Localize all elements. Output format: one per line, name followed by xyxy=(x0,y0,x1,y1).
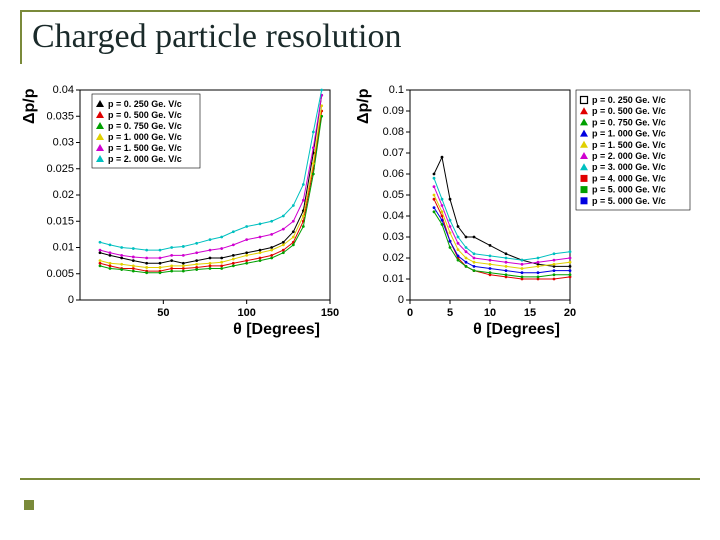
svg-text:0.035: 0.035 xyxy=(46,110,74,122)
svg-text:0.005: 0.005 xyxy=(46,268,74,280)
svg-text:0.08: 0.08 xyxy=(383,126,404,138)
svg-text:15: 15 xyxy=(524,307,536,319)
svg-text:0.01: 0.01 xyxy=(383,273,404,285)
svg-text:0.06: 0.06 xyxy=(383,168,404,180)
svg-text:0.05: 0.05 xyxy=(383,189,404,201)
svg-text:p = 0. 250 Ge. V/c: p = 0. 250 Ge. V/c xyxy=(592,95,666,105)
svg-text:50: 50 xyxy=(157,307,169,319)
svg-text:p = 5. 000 Ge. V/c: p = 5. 000 Ge. V/c xyxy=(592,196,666,206)
svg-text:p = 3. 000 Ge. V/c: p = 3. 000 Ge. V/c xyxy=(592,162,666,172)
footer-square-icon xyxy=(24,500,34,510)
svg-text:0: 0 xyxy=(68,294,74,306)
svg-text:p = 0. 500 Ge. V/c: p = 0. 500 Ge. V/c xyxy=(592,106,666,116)
svg-text:20: 20 xyxy=(564,307,576,319)
right-chart: 0 0.01 0.02 0.03 0.04 0.05 0.06 0.07 0.08 0.09 0.1… xyxy=(354,72,694,367)
svg-text:0.09: 0.09 xyxy=(383,105,404,117)
svg-text:0.04: 0.04 xyxy=(383,210,404,222)
svg-text:150: 150 xyxy=(321,307,339,319)
svg-text:Δp/p: Δp/p xyxy=(355,88,372,124)
svg-text:θ [Degrees]: θ [Degrees] xyxy=(473,321,560,338)
svg-text:θ [Degrees]: θ [Degrees] xyxy=(233,321,320,338)
title-wrap: Charged particle resolution xyxy=(20,10,700,64)
svg-text:Δp/p: Δp/p xyxy=(21,88,38,124)
footer-rule xyxy=(20,478,700,480)
svg-text:p = 0. 250 Ge. V/c: p = 0. 250 Ge. V/c xyxy=(108,99,182,109)
svg-text:0.1: 0.1 xyxy=(389,84,404,96)
left-chart: 0 0.005 0.01 0.015 0.02 0.025 0.03 0.035 0.04 50 1… xyxy=(20,72,350,367)
svg-text:0.04: 0.04 xyxy=(53,84,74,96)
svg-text:p = 1. 000 Ge. V/c: p = 1. 000 Ge. V/c xyxy=(592,129,666,139)
svg-text:0.07: 0.07 xyxy=(383,147,404,159)
svg-text:p = 2. 000 Ge. V/c: p = 2. 000 Ge. V/c xyxy=(108,154,182,164)
svg-text:p = 0. 750 Ge. V/c: p = 0. 750 Ge. V/c xyxy=(592,117,666,127)
svg-text:p = 4. 000 Ge. V/c: p = 4. 000 Ge. V/c xyxy=(592,173,666,183)
svg-text:p = 2. 000 Ge. V/c: p = 2. 000 Ge. V/c xyxy=(592,151,666,161)
svg-text:p = 1. 500 Ge. V/c: p = 1. 500 Ge. V/c xyxy=(592,140,666,150)
svg-text:0: 0 xyxy=(398,294,404,306)
slide: Charged particle resolution 0 0.005 0.01 0.… xyxy=(0,0,720,540)
charts-row: 00.0050.010.0150.020.0250.030.0350.04501… xyxy=(20,72,700,367)
svg-text:5: 5 xyxy=(447,307,453,319)
svg-text:0.01: 0.01 xyxy=(53,242,74,254)
slide-title: Charged particle resolution xyxy=(32,18,690,56)
svg-text:p = 0. 500 Ge. V/c: p = 0. 500 Ge. V/c xyxy=(108,110,182,120)
svg-text:100: 100 xyxy=(237,307,255,319)
svg-text:0.03: 0.03 xyxy=(383,231,404,243)
svg-text:0: 0 xyxy=(407,307,413,319)
svg-text:0.015: 0.015 xyxy=(46,215,74,227)
svg-text:0.03: 0.03 xyxy=(53,137,74,149)
svg-text:0.02: 0.02 xyxy=(383,252,404,264)
svg-text:p = 1. 000 Ge. V/c: p = 1. 000 Ge. V/c xyxy=(108,132,182,142)
svg-text:10: 10 xyxy=(484,307,496,319)
svg-text:p = 1. 500 Ge. V/c: p = 1. 500 Ge. V/c xyxy=(108,143,182,153)
svg-text:p = 0. 750 Ge. V/c: p = 0. 750 Ge. V/c xyxy=(108,121,182,131)
svg-text:0.025: 0.025 xyxy=(46,163,74,175)
svg-text:p = 5. 000 Ge. V/c: p = 5. 000 Ge. V/c xyxy=(592,185,666,195)
svg-text:0.02: 0.02 xyxy=(53,189,74,201)
